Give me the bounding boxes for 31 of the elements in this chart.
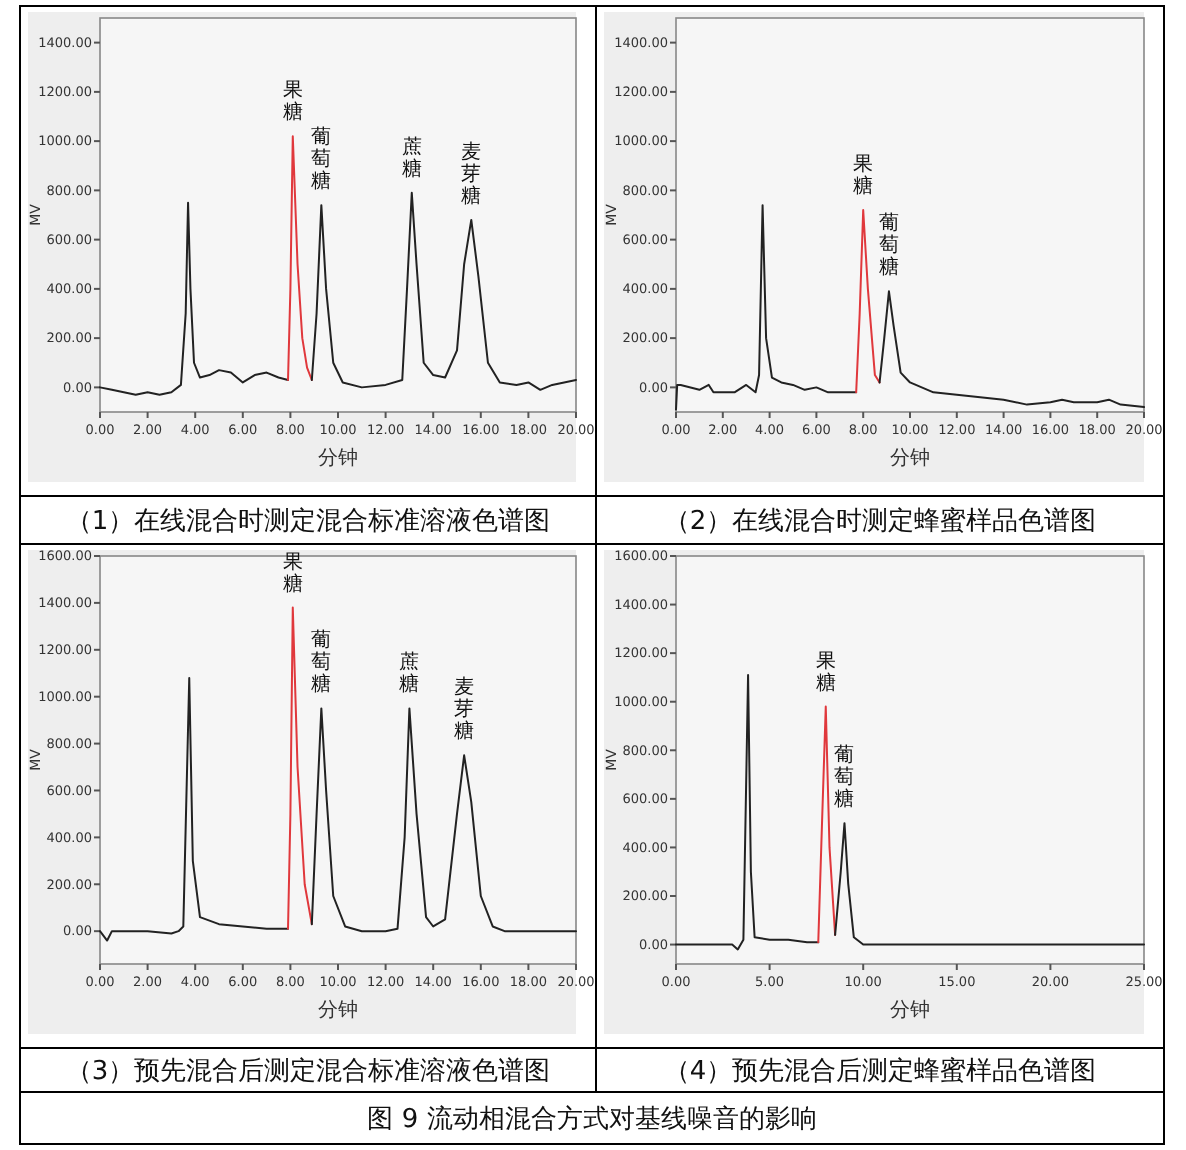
line-series [855, 209, 881, 394]
line-series [675, 204, 858, 411]
line-series [675, 674, 820, 951]
annotation: 果糖 [815, 650, 836, 695]
annotation: 葡萄糖 [878, 211, 899, 280]
line-series [878, 290, 1145, 409]
annotation: 果糖 [282, 80, 303, 125]
x-axis-title: 分钟 [890, 446, 930, 470]
line-series [817, 705, 837, 944]
text: （4）预先混合后测定蜂蜜样品色谱图 [663, 1055, 1097, 1088]
annotation: 果糖 [853, 154, 874, 199]
annotation: 麦芽糖 [454, 675, 475, 744]
x-axis-title: 分钟 [318, 446, 358, 470]
line-series [287, 135, 313, 381]
text: （2）在线混合时测定蜂蜜样品色谱图 [663, 505, 1097, 538]
text: （3）预先混合后测定混合标准溶液色谱图 [65, 1055, 551, 1088]
text: 图 9 流动相混合方式对基线噪音的影响 [367, 1103, 817, 1136]
annotation: 果糖 [282, 551, 303, 596]
text: （1）在线混合时测定混合标准溶液色谱图 [65, 505, 551, 538]
x-axis-title: 分钟 [890, 998, 930, 1022]
annotation: 麦芽糖 [461, 139, 482, 208]
line-series [99, 201, 290, 396]
annotation: 葡萄糖 [311, 125, 332, 194]
line-series [99, 676, 290, 942]
x-axis-title: 分钟 [318, 998, 358, 1022]
line-series [287, 606, 313, 930]
annotation: 蔗糖 [401, 134, 422, 181]
annotation: 蔗糖 [399, 650, 420, 697]
annotation: 葡萄糖 [311, 628, 332, 697]
annotation: 葡萄糖 [834, 743, 855, 812]
line-series [834, 822, 1145, 946]
